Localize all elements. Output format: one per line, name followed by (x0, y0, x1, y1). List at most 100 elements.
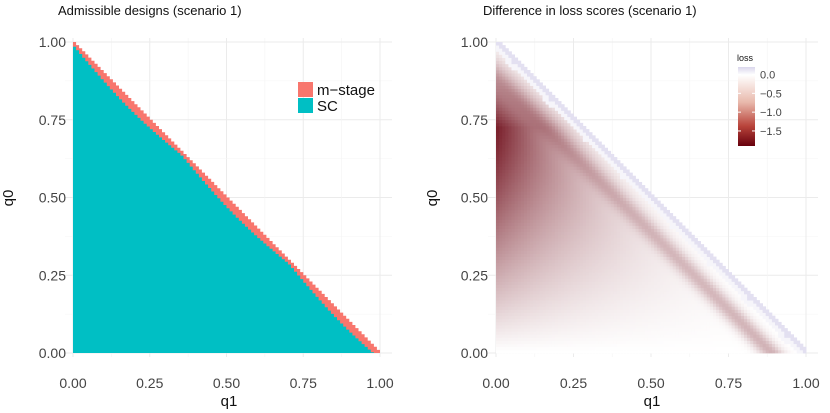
heatmap-cell (672, 262, 677, 267)
heatmap-cell (539, 293, 543, 298)
heatmap-cell (595, 293, 599, 298)
heatmap-cell (505, 79, 509, 83)
heatmap-cell (604, 247, 608, 251)
heatmap-cell (638, 181, 643, 186)
heatmap-cell (502, 349, 506, 354)
heatmap-cell (511, 325, 515, 329)
heatmap-cell (610, 297, 615, 301)
heatmap-cell (669, 331, 674, 335)
heatmap-cell (595, 349, 599, 354)
heatmap-cell (527, 85, 531, 90)
heatmap-cell (502, 250, 506, 254)
heatmap-cell (530, 138, 534, 142)
heatmap-cell (613, 318, 618, 323)
heatmap-cell (514, 101, 519, 105)
heatmap-cell (573, 278, 577, 282)
heatmap-cell (685, 234, 689, 239)
heatmap-cell (685, 281, 689, 285)
heatmap-cell (496, 150, 500, 155)
heatmap-cell (697, 337, 701, 341)
heatmap-cell (502, 300, 506, 304)
heatmap-cell (632, 306, 636, 310)
heatmap-cell (635, 213, 639, 217)
heatmap-cell (709, 265, 714, 270)
heatmap-cell (595, 172, 599, 177)
heatmap-cell (520, 138, 525, 142)
x-tick-label: 1.00 (366, 375, 393, 391)
heatmap-cell (499, 203, 503, 208)
heatmap-cell (502, 63, 506, 68)
heatmap-cell (657, 209, 661, 214)
heatmap-cell (626, 315, 630, 320)
heatmap-cell (682, 256, 686, 261)
heatmap-cell (688, 321, 692, 326)
heatmap-cell (527, 275, 531, 279)
heatmap-cell (511, 203, 515, 208)
heatmap-cell (570, 222, 574, 226)
heatmap-cell (551, 228, 556, 233)
heatmap-cell (520, 153, 525, 158)
heatmap-cell (548, 194, 553, 198)
heatmap-cell (554, 135, 559, 139)
x-tick-label: 0.00 (59, 375, 86, 391)
heatmap-cell (737, 337, 742, 341)
heatmap-cell (641, 293, 646, 298)
heatmap-cell (517, 213, 522, 217)
heatmap-cell (536, 138, 540, 142)
heatmap-cell (533, 163, 537, 167)
heatmap-cell (502, 54, 506, 58)
heatmap-cell (511, 135, 515, 139)
heatmap-cell (567, 244, 571, 248)
heatmap-cell (573, 290, 577, 295)
heatmap-cell (638, 206, 643, 211)
heatmap-cell (514, 253, 519, 257)
heatmap-cell (554, 237, 559, 242)
heatmap-cell (675, 321, 680, 326)
heatmap-cell (595, 250, 599, 254)
heatmap-cell (666, 231, 670, 236)
heatmap-cell (589, 340, 593, 345)
heatmap-cell (511, 318, 515, 323)
heatmap-cell (713, 297, 717, 301)
heatmap-cell (672, 343, 677, 348)
heatmap-cell (731, 278, 736, 282)
heatmap-cell (623, 206, 627, 211)
heatmap-cell (589, 209, 593, 214)
heatmap-cell (691, 321, 695, 326)
heatmap-cell (592, 150, 596, 155)
heatmap-cell (734, 331, 739, 335)
heatmap-cell (573, 213, 577, 217)
heatmap-cell (514, 79, 519, 83)
heatmap-cell (530, 178, 534, 183)
heatmap-cell (567, 300, 571, 304)
heatmap-cell (536, 172, 540, 177)
heatmap-cell (567, 153, 571, 158)
heatmap-cell (651, 340, 655, 345)
heatmap-cell (672, 306, 677, 310)
heatmap-cell (616, 337, 621, 341)
heatmap-cell (523, 340, 528, 345)
heatmap-cell (632, 278, 636, 282)
heatmap-cell (598, 222, 602, 226)
heatmap-cell (688, 244, 692, 248)
heatmap-cell (561, 309, 565, 313)
heatmap-cell (722, 275, 726, 279)
heatmap-cell (530, 110, 534, 114)
heatmap-cell (576, 275, 581, 279)
heatmap-cell (499, 129, 503, 133)
heatmap-cell (682, 309, 686, 313)
heatmap-cell (554, 225, 559, 229)
heatmap-cell (523, 150, 528, 155)
heatmap-cell (527, 194, 531, 198)
heatmap-cell (610, 262, 615, 267)
heatmap-cell (620, 250, 624, 254)
heatmap-cell (641, 237, 646, 242)
heatmap-cell (551, 166, 556, 170)
heatmap-cell (607, 206, 612, 211)
heatmap-cell (551, 331, 556, 335)
heatmap-cell (505, 101, 509, 105)
heatmap-cell (542, 213, 546, 217)
heatmap-cell (548, 94, 553, 99)
heatmap-cell (496, 110, 500, 114)
heatmap-cell (691, 247, 695, 251)
